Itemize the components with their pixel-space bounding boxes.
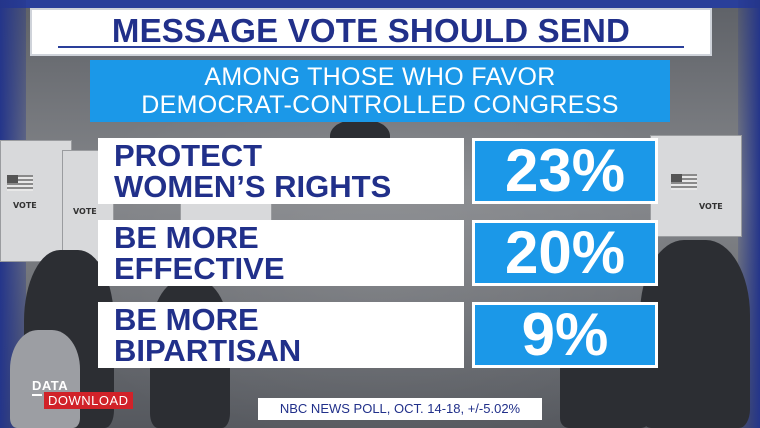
row-percent-box: 23% <box>472 138 658 204</box>
page-title: MESSAGE VOTE SHOULD SEND <box>111 12 631 49</box>
logo-line-1: DATA <box>32 378 69 393</box>
row-percent-box: 20% <box>472 220 658 286</box>
row-percent: 9% <box>521 301 609 368</box>
row-label: BE MORE BIPARTISAN <box>114 302 302 368</box>
row-label: PROTECT WOMEN’S RIGHTS <box>114 138 392 204</box>
title-banner: MESSAGE VOTE SHOULD SEND <box>30 8 712 56</box>
voter-figure <box>10 330 80 428</box>
voter-figure <box>640 240 750 428</box>
row-label-box: BE MORE BIPARTISAN <box>98 302 464 368</box>
top-stripe <box>0 0 760 8</box>
booth-vote-label: VOTE <box>699 202 723 211</box>
row-percent: 23% <box>504 137 626 204</box>
logo-line-2: DOWNLOAD <box>44 392 133 409</box>
voting-booth: VOTE <box>650 135 742 237</box>
subtitle-banner: AMONG THOSE WHO FAVOR DEMOCRAT-CONTROLLE… <box>90 60 670 122</box>
page-subtitle: AMONG THOSE WHO FAVOR DEMOCRAT-CONTROLLE… <box>141 63 619 119</box>
voting-booth: VOTE <box>0 140 72 262</box>
booth-vote-label: VOTE <box>13 201 37 210</box>
flag-icon <box>7 175 33 191</box>
flag-icon <box>671 174 697 190</box>
logo-underscore <box>32 394 42 396</box>
row-label-box: PROTECT WOMEN’S RIGHTS <box>98 138 464 204</box>
row-label-box: BE MORE EFFECTIVE <box>98 220 464 286</box>
row-percent-box: 9% <box>472 302 658 368</box>
booth-vote-label: VOTE <box>73 207 97 216</box>
row-label: BE MORE EFFECTIVE <box>114 220 285 286</box>
row-percent: 20% <box>504 219 626 286</box>
source-banner: NBC NEWS POLL, OCT. 14-18, +/-5.02% <box>258 398 542 420</box>
data-download-logo: DATA DOWNLOAD <box>30 378 150 412</box>
source-text: NBC NEWS POLL, OCT. 14-18, +/-5.02% <box>279 401 521 416</box>
